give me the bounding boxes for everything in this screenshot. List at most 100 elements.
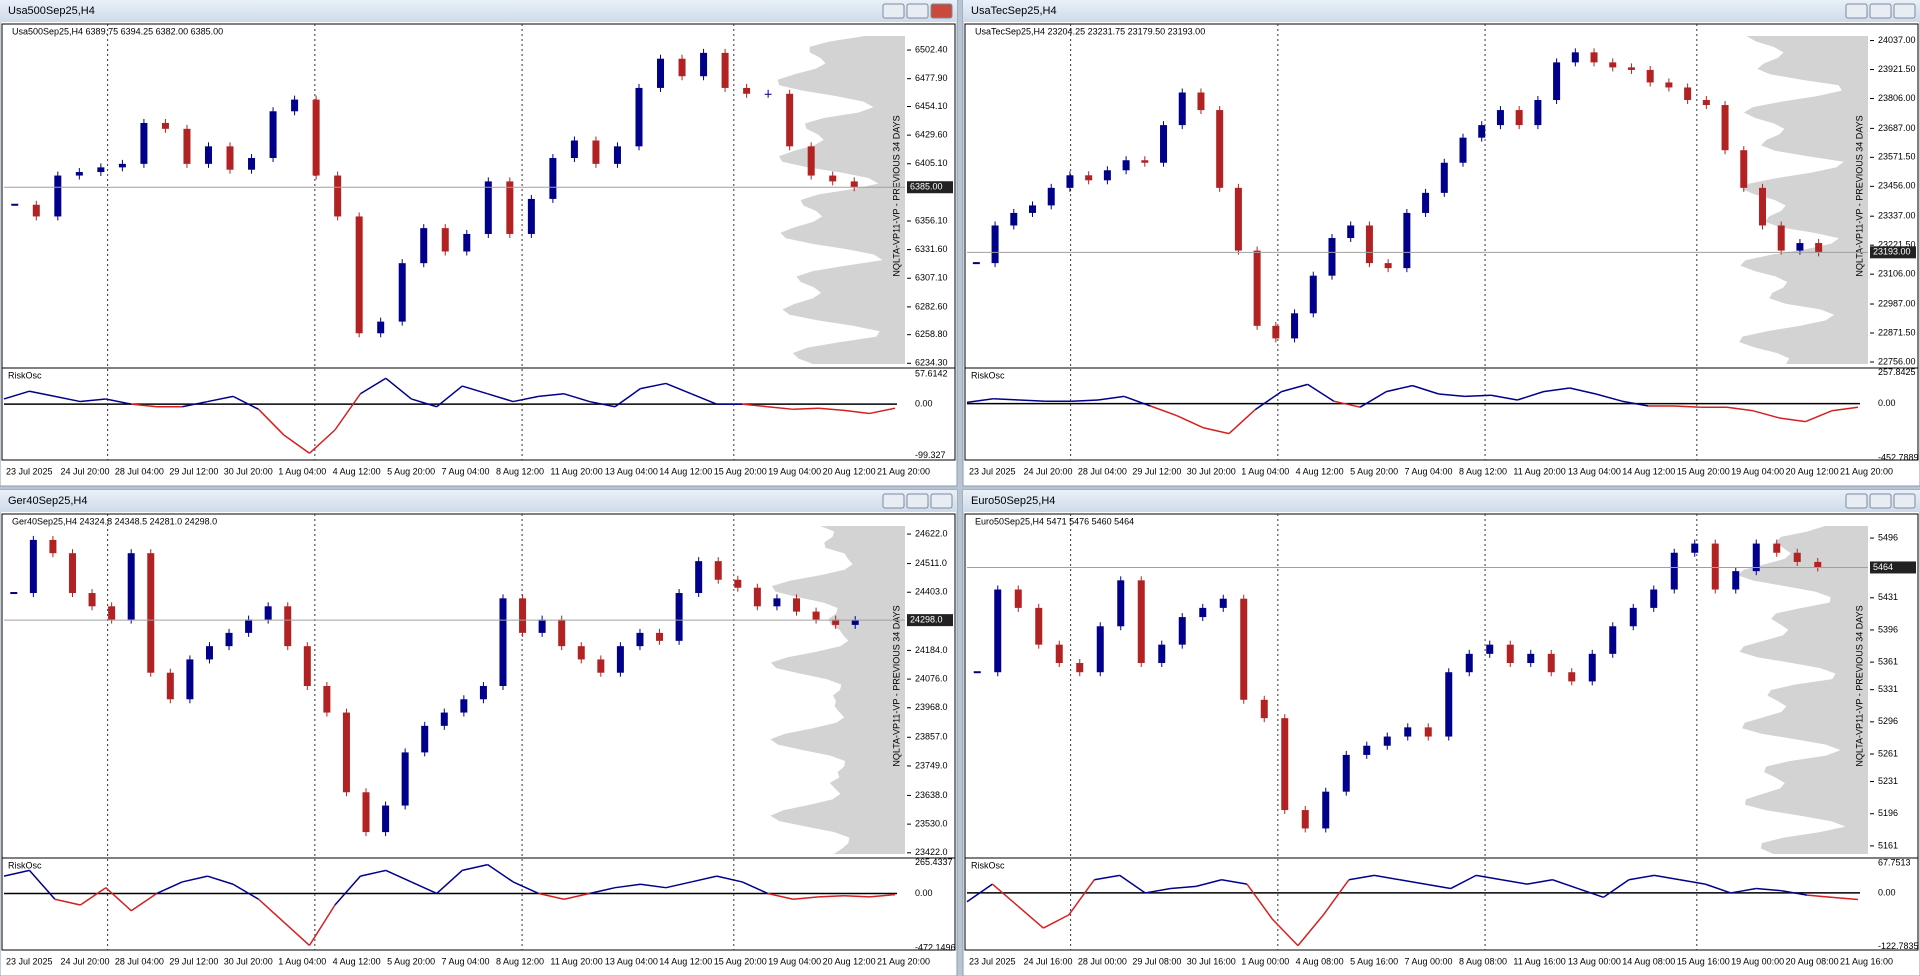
- osc-segment: [28, 869, 56, 900]
- candle: [1534, 100, 1542, 126]
- osc-segment: [1333, 400, 1361, 408]
- osc-segment: [1412, 384, 1439, 395]
- osc-segment: [436, 385, 463, 408]
- x-tick-label: 30 Jul 20:00: [224, 956, 273, 966]
- candle: [1197, 92, 1205, 111]
- osc-segment: [640, 883, 666, 889]
- osc-segment: [1176, 414, 1204, 429]
- candle: [1365, 225, 1373, 264]
- candle: [570, 140, 578, 159]
- candle: [1035, 607, 1043, 645]
- y-tick-label: 5331: [1878, 684, 1898, 694]
- osc-tick-label: 265.4337: [915, 857, 953, 867]
- x-tick-label: 8 Aug 12:00: [496, 466, 544, 476]
- osc-segment: [716, 875, 743, 883]
- close-button[interactable]: [1893, 493, 1916, 509]
- osc-segment: [1068, 879, 1095, 916]
- candle: [1650, 589, 1658, 608]
- chart-window: Ger40Sep25,H4 NQLTA-VP11-VP - PREVIOUS 34…: [0, 489, 958, 976]
- osc-tick-label: 0.00: [915, 888, 933, 898]
- minimize-button[interactable]: [882, 493, 905, 509]
- candle: [342, 712, 350, 793]
- maximize-button[interactable]: [1869, 493, 1892, 509]
- y-tick-label: 5396: [1878, 624, 1898, 634]
- osc-segment: [1476, 874, 1502, 881]
- y-tick-label: 24076.0: [915, 673, 948, 683]
- osc-name: RiskOsc: [8, 370, 42, 380]
- osc-segment: [411, 881, 438, 895]
- candle: [118, 163, 126, 168]
- maximize-button[interactable]: [906, 493, 929, 509]
- candle: [527, 198, 535, 234]
- current-price-label: 24298.0: [910, 615, 943, 625]
- window-title: Ger40Sep25,H4: [8, 495, 88, 507]
- osc-segment: [1438, 393, 1465, 398]
- candle: [850, 181, 858, 188]
- minimize-button[interactable]: [1845, 3, 1868, 19]
- candle: [1066, 175, 1074, 188]
- candle: [1178, 92, 1186, 126]
- x-tick-label: 24 Jul 16:00: [1023, 956, 1072, 966]
- osc-segment: [207, 875, 234, 885]
- osc-segment: [843, 409, 870, 415]
- candle: [1465, 653, 1473, 673]
- y-tick-label: 6477.90: [915, 73, 948, 83]
- osc-tick-label: -472.1496: [915, 942, 956, 952]
- candle: [303, 646, 311, 686]
- candle: [1103, 170, 1111, 181]
- candle: [460, 699, 468, 713]
- candle: [108, 606, 116, 620]
- osc-segment: [793, 407, 819, 411]
- minimize-button[interactable]: [882, 3, 905, 19]
- candle: [1322, 791, 1330, 829]
- osc-segment: [334, 875, 361, 906]
- candle: [1260, 699, 1268, 719]
- candle: [147, 553, 155, 673]
- y-tick-label: 23806.00: [1878, 93, 1916, 103]
- maximize-button[interactable]: [1869, 3, 1892, 19]
- osc-segment: [1386, 384, 1413, 393]
- close-button[interactable]: [930, 493, 953, 509]
- osc-segment: [966, 883, 993, 903]
- osc-segment: [130, 892, 158, 912]
- candle: [829, 175, 837, 182]
- osc-tick-label: 0.00: [1878, 398, 1896, 408]
- minimize-button[interactable]: [1845, 493, 1868, 509]
- x-tick-label: 5 Aug 20:00: [1350, 466, 1398, 476]
- maximize-button[interactable]: [906, 3, 929, 19]
- y-tick-label: 24622.0: [915, 528, 948, 538]
- osc-segment: [105, 398, 132, 405]
- close-button[interactable]: [1893, 3, 1916, 19]
- current-price-box: [907, 614, 953, 627]
- osc-segment: [232, 883, 259, 900]
- candle: [1234, 187, 1242, 251]
- candle: [75, 172, 83, 176]
- close-button[interactable]: [930, 3, 953, 19]
- x-tick-label: 20 Aug 12:00: [823, 956, 876, 966]
- candle: [1711, 543, 1719, 590]
- candle: [1773, 543, 1781, 553]
- x-tick-label: 23 Jul 2025: [969, 956, 1016, 966]
- symbol-info: Ger40Sep25,H4 24324.8 24348.5 24281.0 24…: [12, 516, 217, 526]
- x-tick-label: 24 Jul 20:00: [60, 956, 109, 966]
- osc-pane: [1, 857, 956, 951]
- candle: [186, 659, 194, 700]
- y-tick-label: 23687.00: [1878, 123, 1916, 133]
- title-bar: [0, 490, 957, 512]
- candle: [1029, 205, 1037, 213]
- y-tick-label: 23337.00: [1878, 211, 1916, 221]
- osc-segment: [1464, 394, 1492, 398]
- osc-segment: [1501, 879, 1528, 885]
- candle: [1216, 110, 1224, 188]
- candle: [1609, 62, 1617, 68]
- osc-segment: [1526, 879, 1553, 885]
- x-tick-label: 4 Aug 12:00: [1296, 466, 1344, 476]
- y-tick-label: 6307.10: [915, 273, 948, 283]
- volume-profile: [1739, 36, 1868, 364]
- candle: [1076, 663, 1084, 673]
- x-tick-label: 7 Aug 04:00: [1405, 466, 1453, 476]
- candle: [1178, 617, 1186, 645]
- candle: [1777, 225, 1785, 251]
- x-tick-label: 7 Aug 00:00: [1405, 956, 1453, 966]
- osc-segment: [1603, 879, 1630, 898]
